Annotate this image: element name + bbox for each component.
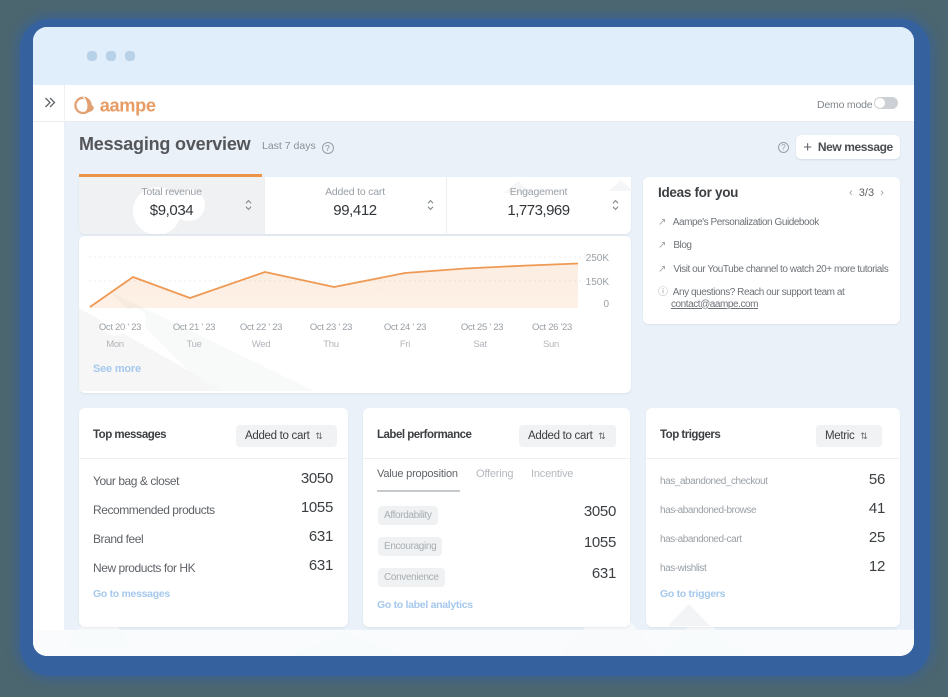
svg-text:Oct 21 ' 23: Oct 21 ' 23 — [173, 322, 215, 333]
svg-text:Mon: Mon — [106, 339, 124, 350]
svg-text:Oct 24 ' 23: Oct 24 ' 23 — [384, 322, 426, 333]
svg-text:Wed: Wed — [252, 339, 270, 350]
svg-text:Oct 20 ' 23: Oct 20 ' 23 — [99, 322, 141, 333]
svg-text:Tue: Tue — [186, 339, 201, 350]
svg-text:150K: 150K — [586, 277, 610, 288]
svg-text:Oct 25 ' 23: Oct 25 ' 23 — [461, 322, 503, 333]
svg-text:Oct 22 ' 23: Oct 22 ' 23 — [240, 322, 282, 333]
svg-text:0: 0 — [603, 299, 609, 310]
svg-text:Sat: Sat — [473, 339, 487, 350]
svg-text:Oct 23 ' 23: Oct 23 ' 23 — [310, 322, 352, 333]
svg-text:Thu: Thu — [323, 339, 338, 350]
svg-text:250K: 250K — [586, 253, 610, 264]
svg-text:aampe: aampe — [100, 95, 156, 115]
svg-text:Sun: Sun — [543, 339, 559, 350]
svg-text:Oct 26 '23: Oct 26 '23 — [532, 322, 572, 333]
svg-text:Fri: Fri — [400, 339, 410, 350]
